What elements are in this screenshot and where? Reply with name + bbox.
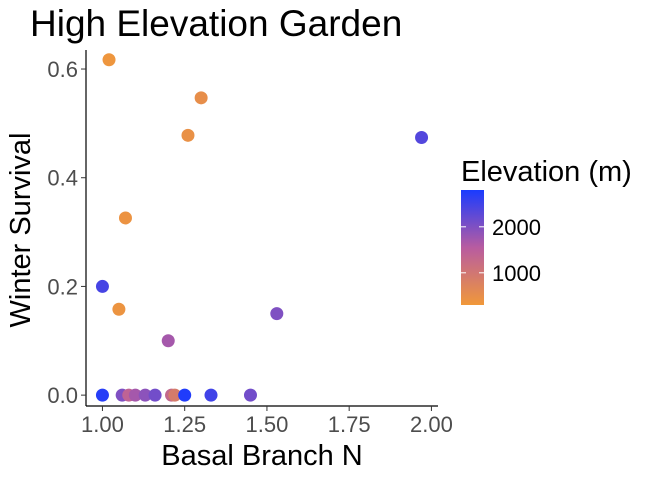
x-tick-label: 1.25 (163, 412, 206, 437)
y-tick-label: 0.4 (47, 166, 78, 191)
y-ticks: 0.0 0.2 0.4 0.6 (47, 57, 86, 408)
data-point (118, 211, 132, 225)
data-point (181, 128, 195, 142)
plot-area: 1.00 1.25 1.50 1.75 2.00 0.0 0.2 0.4 0.6 (47, 50, 453, 437)
data-point (95, 388, 109, 402)
x-axis-title: Basal Branch N (161, 440, 363, 472)
data-point (161, 334, 175, 348)
color-legend: Elevation (m) 1000 2000 (461, 156, 632, 305)
data-point (415, 131, 429, 145)
legend-colorbar (461, 190, 484, 305)
data-point (243, 388, 257, 402)
legend-tick-label: 1000 (492, 261, 541, 286)
data-point (148, 388, 162, 402)
y-tick-label: 0.6 (47, 57, 78, 82)
data-point (138, 388, 152, 402)
x-tick-label: 1.75 (328, 412, 371, 437)
chart-title: High Elevation Garden (30, 3, 402, 44)
data-point (204, 388, 218, 402)
data-point (270, 307, 284, 321)
x-tick-label: 1.00 (81, 412, 124, 437)
data-point (102, 53, 116, 67)
data-point (95, 279, 109, 293)
data-point (112, 302, 126, 316)
legend-tick-label: 2000 (492, 215, 541, 240)
data-point (168, 388, 182, 402)
x-tick-label: 2.00 (410, 412, 453, 437)
data-point (128, 388, 142, 402)
y-tick-label: 0.2 (47, 274, 78, 299)
data-point (194, 91, 208, 105)
x-tick-label: 1.50 (246, 412, 289, 437)
x-ticks: 1.00 1.25 1.50 1.75 2.00 (81, 406, 453, 437)
legend-ticks: 1000 2000 (461, 215, 541, 286)
data-points (95, 53, 429, 402)
data-point (178, 388, 192, 402)
legend-title: Elevation (m) (461, 156, 632, 188)
y-tick-label: 0.0 (47, 383, 78, 408)
y-axis-title: Winter Survival (5, 133, 37, 328)
